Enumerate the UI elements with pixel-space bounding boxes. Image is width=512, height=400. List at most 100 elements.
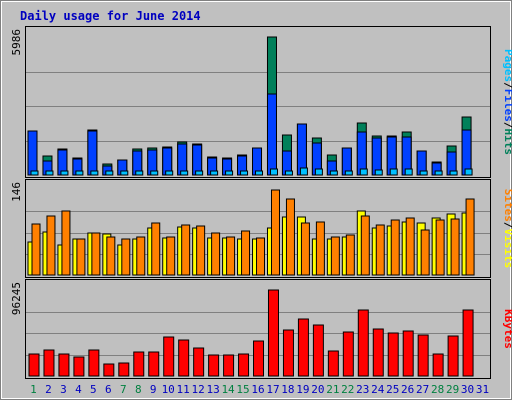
x-tick-label: 19	[296, 383, 309, 396]
day-13-bars	[208, 354, 220, 377]
bar-pages	[449, 170, 458, 176]
day-28-bars	[431, 161, 443, 176]
x-tick-label: 24	[371, 383, 385, 396]
bar-sites	[196, 225, 206, 276]
x-tick-label: 4	[75, 383, 82, 396]
day-1-bars	[28, 353, 40, 377]
day-12-bars	[193, 347, 205, 377]
bar-pages	[359, 168, 368, 176]
bar-kbytes	[342, 331, 354, 377]
bar-sites	[300, 222, 310, 276]
day-28-bars	[432, 353, 444, 377]
x-tick-label: 27	[416, 383, 429, 396]
side-legend: KBytes	[502, 309, 512, 349]
bar-files	[461, 129, 472, 176]
x-tick-label: 11	[177, 383, 190, 396]
day-28-bars	[431, 217, 445, 276]
bar-kbytes	[223, 354, 235, 377]
day-18-bars	[281, 134, 293, 176]
day-15-bars	[238, 353, 250, 377]
bar-kbytes	[357, 309, 369, 377]
chart-panels: 5986Pages/Files/Hits146Sites/Visits96245…	[10, 26, 512, 379]
day-23-bars	[357, 309, 369, 377]
bar-sites	[136, 236, 146, 276]
day-23-bars	[356, 122, 368, 176]
day-8-bars	[132, 148, 144, 176]
bar-files	[87, 130, 98, 176]
day-2-bars	[43, 349, 55, 377]
bar-sites	[61, 210, 71, 276]
x-tick-label: 12	[192, 383, 205, 396]
x-tick-label: 26	[401, 383, 414, 396]
day-17-bars	[266, 36, 278, 176]
x-tick-label: 25	[386, 383, 399, 396]
day-10-bars	[162, 146, 174, 176]
day-30-bars	[462, 309, 474, 377]
day-15-bars	[237, 230, 251, 276]
x-tick-label: 3	[60, 383, 67, 396]
bar-kbytes	[297, 318, 309, 377]
bar-kbytes	[163, 336, 175, 377]
bar-kbytes	[402, 330, 414, 377]
bar-pages	[60, 170, 69, 176]
day-21-bars	[326, 154, 338, 176]
day-7-bars	[118, 362, 130, 377]
bar-pages	[225, 170, 234, 176]
day-4-bars	[73, 356, 85, 377]
bar-sites	[465, 198, 475, 276]
day-13-bars	[207, 232, 221, 276]
x-tick-label: 16	[251, 383, 264, 396]
x-tick-label: 7	[120, 383, 127, 396]
day-21-bars	[327, 350, 339, 377]
side-legend-part: KBytes	[502, 309, 512, 349]
bar-sites	[76, 238, 86, 276]
day-3-bars	[58, 353, 70, 377]
bar-sites	[270, 189, 280, 276]
bar-sites	[91, 232, 101, 276]
bar-files	[27, 130, 38, 176]
day-24-bars	[371, 135, 383, 176]
x-tick-label: 30	[461, 383, 474, 396]
bar-sites	[450, 218, 460, 276]
x-tick-label: 18	[281, 383, 294, 396]
day-15-bars	[237, 154, 249, 176]
bar-kbytes	[43, 349, 55, 377]
bar-kbytes	[462, 309, 474, 377]
bar-kbytes	[88, 349, 100, 377]
bar-pages	[210, 170, 219, 176]
day-26-bars	[401, 131, 413, 176]
bar-pages	[255, 170, 264, 176]
bar-pages	[419, 170, 428, 176]
bar-kbytes	[73, 356, 85, 377]
bar-kbytes	[387, 332, 399, 377]
day-3-bars	[57, 148, 69, 176]
bar-sites	[106, 236, 116, 276]
bar-pages	[404, 168, 413, 176]
day-16-bars	[252, 147, 264, 176]
bar-sites	[181, 224, 191, 276]
day-29-bars	[446, 213, 460, 276]
day-7-bars	[117, 238, 131, 276]
day-6-bars	[103, 363, 115, 377]
x-tick-label: 28	[431, 383, 444, 396]
bar-kbytes	[312, 324, 324, 377]
day-29-bars	[446, 145, 458, 176]
day-3-bars	[57, 210, 71, 276]
bar-files	[296, 123, 307, 176]
panel-visits-sites: 146 Sites/Visits	[10, 179, 512, 278]
x-tick-label: 9	[150, 383, 157, 396]
bar-sites	[375, 224, 385, 276]
bar-kbytes	[282, 329, 294, 377]
day-7-bars	[117, 159, 129, 176]
side-legend-part: Pages	[502, 49, 512, 82]
day-21-bars	[326, 236, 340, 276]
bar-kbytes	[103, 363, 115, 377]
bar-kbytes	[417, 334, 429, 377]
x-tick-label: 2	[45, 383, 52, 396]
bar-sites	[390, 219, 400, 276]
day-20-bars	[312, 324, 324, 377]
bar-kbytes	[133, 351, 145, 377]
